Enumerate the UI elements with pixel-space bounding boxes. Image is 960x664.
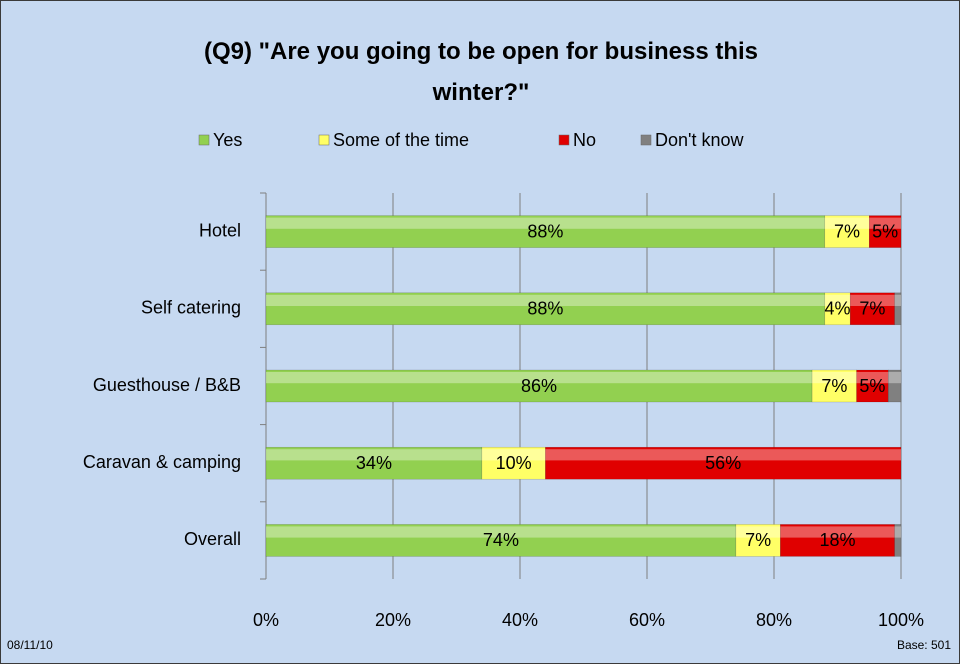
bar-shine <box>824 217 870 229</box>
bar-shine <box>266 372 813 384</box>
x-tick-label: 60% <box>629 610 665 630</box>
data-label: 74% <box>483 530 519 550</box>
bar-segment <box>811 369 857 403</box>
bar-segment <box>869 215 902 248</box>
bar-shine <box>780 526 895 538</box>
legend-swatch <box>640 134 652 146</box>
bar-segment <box>894 524 902 557</box>
bar-segment <box>894 292 902 326</box>
legend-label: Some of the time <box>333 130 469 150</box>
data-label: 5% <box>859 376 885 396</box>
bar-shine <box>481 449 546 461</box>
bar-shine <box>888 372 901 384</box>
bar-segment <box>856 369 889 403</box>
bar-segment <box>824 215 870 248</box>
bar-shine <box>824 294 851 306</box>
bar-shine <box>894 294 901 306</box>
legend-label: No <box>573 130 596 150</box>
bar-shine <box>266 294 825 306</box>
data-label: 34% <box>356 453 392 473</box>
date-note: 08/11/10 <box>7 638 53 652</box>
bar-segment <box>265 446 483 480</box>
bar-segment <box>265 524 737 557</box>
data-label: 7% <box>745 530 771 550</box>
bar-shine <box>266 449 482 461</box>
bar-segment <box>780 524 895 557</box>
data-label: 88% <box>527 221 563 241</box>
bar-segment <box>735 524 781 557</box>
category-label: Self catering <box>141 298 241 318</box>
bar-segment <box>545 446 902 480</box>
legend-swatch <box>318 134 330 146</box>
bar-shine <box>735 526 781 538</box>
data-label: 56% <box>705 453 741 473</box>
bar-shine <box>869 217 901 229</box>
category-label: Caravan & camping <box>83 452 241 472</box>
x-tick-label: 80% <box>756 610 792 630</box>
data-label: 86% <box>521 376 557 396</box>
bar-segment <box>265 369 813 403</box>
data-label: 7% <box>859 299 885 319</box>
base-note: Base: 501 <box>897 638 951 652</box>
category-label: Hotel <box>199 220 241 240</box>
data-label: 10% <box>496 453 532 473</box>
legend-swatch <box>198 134 210 146</box>
legend-label: Yes <box>213 130 242 150</box>
category-label: Overall <box>184 529 241 549</box>
bar-shine <box>266 217 825 229</box>
chart-title: (Q9) "Are you going to be open for busin… <box>203 38 759 106</box>
x-tick-label: 0% <box>253 610 279 630</box>
data-label: 88% <box>527 299 563 319</box>
bar-shine <box>812 372 857 384</box>
bar-segment <box>481 446 546 480</box>
data-label: 7% <box>834 221 860 241</box>
legend-swatch <box>558 134 570 146</box>
bar-segment <box>888 369 902 403</box>
bar-shine <box>266 526 736 538</box>
bar-shine <box>545 449 901 461</box>
legend-label: Don't know <box>655 130 744 150</box>
data-label: 18% <box>819 530 855 550</box>
x-tick-label: 20% <box>375 610 411 630</box>
x-tick-label: 40% <box>502 610 538 630</box>
bar-shine <box>856 372 889 384</box>
category-label: Guesthouse / B&B <box>93 375 241 395</box>
bar-segment <box>265 292 826 326</box>
data-label: 4% <box>824 299 850 319</box>
x-tick-label: 100% <box>878 610 924 630</box>
bar-shine <box>894 526 901 538</box>
bar-shine <box>850 294 895 306</box>
data-label: 7% <box>821 376 847 396</box>
bar-segment <box>265 215 826 248</box>
bar-segment <box>824 292 851 326</box>
data-label: 5% <box>872 221 898 241</box>
